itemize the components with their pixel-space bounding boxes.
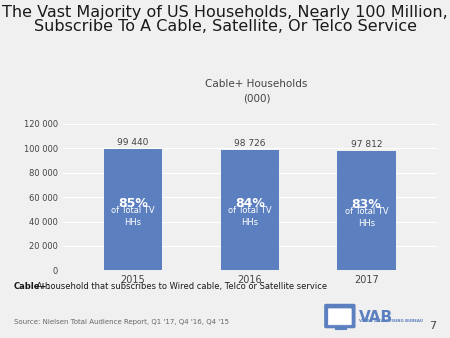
Text: of Total TV
HHs: of Total TV HHs xyxy=(345,207,388,228)
Bar xyxy=(338,151,396,270)
Text: 98 726: 98 726 xyxy=(234,139,266,148)
Text: Cable+:: Cable+: xyxy=(14,282,50,291)
Text: Source: Nielsen Total Audience Report, Q1 '17, Q4 '16, Q4 '15: Source: Nielsen Total Audience Report, Q… xyxy=(14,319,229,325)
Text: of Total TV
HHs: of Total TV HHs xyxy=(228,207,271,227)
Bar xyxy=(220,150,279,270)
Text: Subscribe To A Cable, Satellite, Or Telco Service: Subscribe To A Cable, Satellite, Or Telc… xyxy=(33,19,417,33)
Text: 84%: 84% xyxy=(235,197,265,211)
FancyBboxPatch shape xyxy=(328,309,351,325)
Text: 99 440: 99 440 xyxy=(117,138,148,147)
Text: The Vast Majority of US Households, Nearly 100 Million,: The Vast Majority of US Households, Near… xyxy=(2,5,448,20)
Text: A household that subscribes to Wired cable, Telco or Satellite service: A household that subscribes to Wired cab… xyxy=(34,282,327,291)
Text: Cable+ Households
(000): Cable+ Households (000) xyxy=(205,79,308,103)
Bar xyxy=(104,149,162,270)
Text: VIDEO ADVERTISING BUREAU: VIDEO ADVERTISING BUREAU xyxy=(359,319,423,322)
Text: of Total TV
HHs: of Total TV HHs xyxy=(111,206,155,227)
Text: 7: 7 xyxy=(429,321,436,331)
Text: 85%: 85% xyxy=(118,197,148,210)
Text: 83%: 83% xyxy=(351,198,381,211)
Text: 97 812: 97 812 xyxy=(351,140,382,149)
FancyBboxPatch shape xyxy=(325,305,355,328)
Text: VAB: VAB xyxy=(359,310,393,325)
